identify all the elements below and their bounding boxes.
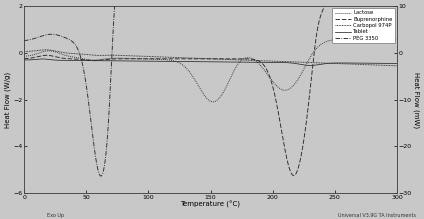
- Tablet: [162, 60, 167, 63]
- Buprenorphine: [394, 0, 399, 2]
- Carbopol 974P: [110, 54, 115, 57]
- Buprenorphine: [291, 174, 296, 177]
- Buprenorphine: [108, 58, 113, 60]
- PEG 3350: [110, 37, 115, 39]
- Carbopol 974P: [22, 50, 27, 53]
- Text: Exo Up: Exo Up: [47, 213, 64, 218]
- Carbopol 974P: [112, 54, 117, 57]
- Lactose: [162, 58, 167, 61]
- PEG 3350: [108, 77, 113, 80]
- Lactose: [112, 57, 117, 59]
- Lactose: [394, 38, 399, 40]
- Carbopol 974P: [189, 57, 194, 59]
- Line: Buprenorphine: Buprenorphine: [24, 0, 397, 176]
- Tablet: [392, 62, 397, 65]
- Line: Carbopol 974P: Carbopol 974P: [24, 50, 397, 66]
- Carbopol 974P: [42, 48, 47, 51]
- Tablet: [112, 60, 117, 62]
- Lactose: [22, 55, 27, 58]
- Lactose: [378, 38, 383, 40]
- Lactose: [210, 101, 215, 103]
- Tablet: [110, 60, 115, 62]
- PEG 3350: [98, 175, 103, 177]
- Buprenorphine: [112, 58, 117, 60]
- Line: PEG 3350: PEG 3350: [24, 0, 397, 176]
- Lactose: [110, 57, 115, 60]
- Y-axis label: Heat Flow (mW): Heat Flow (mW): [413, 72, 420, 128]
- Carbopol 974P: [391, 64, 396, 67]
- Line: Lactose: Lactose: [24, 39, 397, 102]
- Lactose: [108, 57, 113, 60]
- Y-axis label: Heat Flow (W/g): Heat Flow (W/g): [4, 72, 11, 128]
- Tablet: [22, 59, 27, 61]
- Tablet: [308, 64, 313, 67]
- Buprenorphine: [110, 58, 115, 60]
- Legend: Lactose, Buprenorphine, Carbopol 974P, Tablet, PEG 3350: Lactose, Buprenorphine, Carbopol 974P, T…: [332, 8, 396, 43]
- Tablet: [189, 60, 194, 63]
- Buprenorphine: [162, 57, 167, 60]
- Buprenorphine: [189, 57, 194, 60]
- Buprenorphine: [22, 57, 27, 60]
- Lactose: [189, 73, 194, 76]
- Carbopol 974P: [108, 54, 113, 57]
- Tablet: [394, 62, 399, 65]
- Tablet: [108, 60, 113, 62]
- Buprenorphine: [391, 0, 396, 2]
- PEG 3350: [112, 5, 117, 7]
- PEG 3350: [22, 39, 27, 42]
- Tablet: [40, 58, 45, 60]
- Line: Tablet: Tablet: [24, 59, 397, 65]
- Carbopol 974P: [394, 64, 399, 67]
- X-axis label: Temperature (°C): Temperature (°C): [181, 201, 240, 208]
- Carbopol 974P: [162, 56, 167, 58]
- Text: Universal V3.9G TA Instruments: Universal V3.9G TA Instruments: [338, 213, 416, 218]
- Lactose: [392, 38, 397, 40]
